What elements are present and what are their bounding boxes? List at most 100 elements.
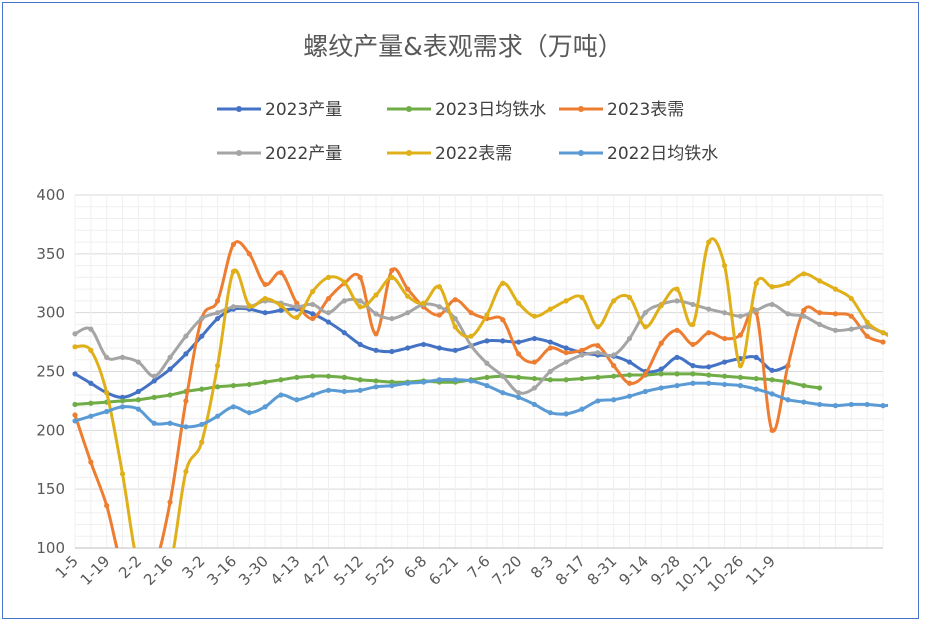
data-point — [912, 402, 917, 407]
x-tick-label: 10-26 — [704, 552, 748, 596]
data-point — [389, 267, 395, 273]
data-point — [753, 307, 759, 313]
data-point — [214, 384, 221, 390]
data-point — [325, 319, 332, 325]
data-point — [817, 321, 823, 328]
data-point — [531, 385, 538, 391]
data-point — [674, 383, 680, 389]
data-point — [753, 354, 759, 360]
series-3 — [72, 240, 886, 548]
data-point — [516, 351, 522, 357]
data-point — [769, 284, 775, 290]
data-point — [452, 377, 458, 383]
legend-swatch-marker — [406, 106, 412, 112]
data-point — [516, 300, 522, 306]
data-point — [167, 420, 173, 426]
data-point — [262, 404, 268, 410]
data-point — [674, 327, 680, 333]
data-point — [294, 374, 300, 380]
data-point — [769, 301, 775, 308]
data-point — [373, 311, 379, 317]
data-point — [405, 310, 411, 316]
data-point — [468, 378, 474, 384]
data-point — [531, 359, 538, 365]
data-point — [246, 381, 252, 388]
data-point — [294, 314, 300, 320]
data-point — [912, 314, 917, 319]
data-point — [373, 292, 379, 298]
data-point — [389, 315, 395, 322]
x-tick-label: 5-12 — [330, 552, 367, 589]
data-point — [310, 301, 316, 308]
data-point — [294, 397, 300, 403]
data-point — [294, 304, 300, 310]
x-tick-label: 6-21 — [425, 552, 462, 589]
data-point — [436, 304, 442, 310]
x-tick-label: 5-25 — [362, 552, 399, 589]
data-point — [373, 331, 379, 337]
data-point — [452, 324, 458, 330]
data-point — [500, 338, 506, 344]
data-point — [721, 310, 728, 316]
x-tick-label: 2-16 — [140, 552, 177, 589]
data-point — [389, 383, 395, 389]
data-point — [183, 468, 189, 475]
legend-item: 2023产量 — [217, 100, 342, 120]
data-point — [785, 379, 791, 385]
data-point — [674, 286, 680, 292]
data-point — [199, 386, 205, 392]
data-point — [214, 363, 221, 369]
data-point — [468, 310, 474, 316]
data-point — [341, 330, 347, 336]
data-point — [452, 347, 458, 353]
data-point — [246, 303, 252, 309]
data-point — [531, 375, 538, 382]
data-point — [817, 278, 823, 284]
data-point — [817, 310, 823, 316]
data-point — [72, 371, 78, 377]
data-point — [579, 352, 585, 358]
data-point — [801, 313, 807, 319]
data-point — [135, 406, 141, 412]
data-point — [452, 297, 458, 303]
data-point — [817, 385, 823, 391]
x-tick-label: 4-27 — [299, 552, 336, 589]
series-5 — [72, 237, 917, 548]
data-point — [690, 341, 696, 348]
data-point — [690, 380, 696, 386]
y-tick-label: 400 — [36, 186, 65, 204]
data-point — [310, 373, 316, 379]
grid — [74, 194, 884, 549]
legend-swatch-marker — [236, 106, 242, 112]
data-point — [262, 295, 268, 302]
data-point — [151, 420, 157, 426]
data-point — [357, 377, 363, 383]
data-point — [658, 371, 664, 377]
data-point — [262, 281, 268, 288]
data-point — [405, 293, 411, 299]
data-point — [642, 310, 648, 316]
data-point — [341, 374, 347, 380]
chart-title: 螺纹产量&表观需求（万吨） — [303, 32, 623, 61]
data-point — [658, 385, 664, 391]
data-point — [72, 401, 78, 408]
data-point — [721, 359, 728, 365]
chart-canvas: 螺纹产量&表观需求（万吨） 4003503002502001501001-51-… — [36, 32, 917, 596]
data-point — [104, 390, 110, 396]
data-point — [104, 354, 110, 360]
data-point — [595, 343, 601, 349]
legend-label: 2023表需 — [607, 100, 684, 120]
data-point — [88, 459, 94, 465]
data-point — [214, 298, 221, 304]
legend: 2023产量 2023日均铁水 2023表需 2022产量 2022表需 2022日均铁水 — [217, 100, 718, 164]
data-point — [801, 307, 807, 313]
data-point — [547, 339, 553, 345]
series-line — [73, 240, 885, 548]
data-point — [500, 280, 506, 286]
y-tick-label: 300 — [36, 304, 65, 322]
data-point — [674, 354, 680, 360]
data-point — [769, 427, 775, 433]
data-point — [832, 327, 839, 333]
data-point — [452, 315, 458, 322]
series-line — [73, 306, 790, 399]
